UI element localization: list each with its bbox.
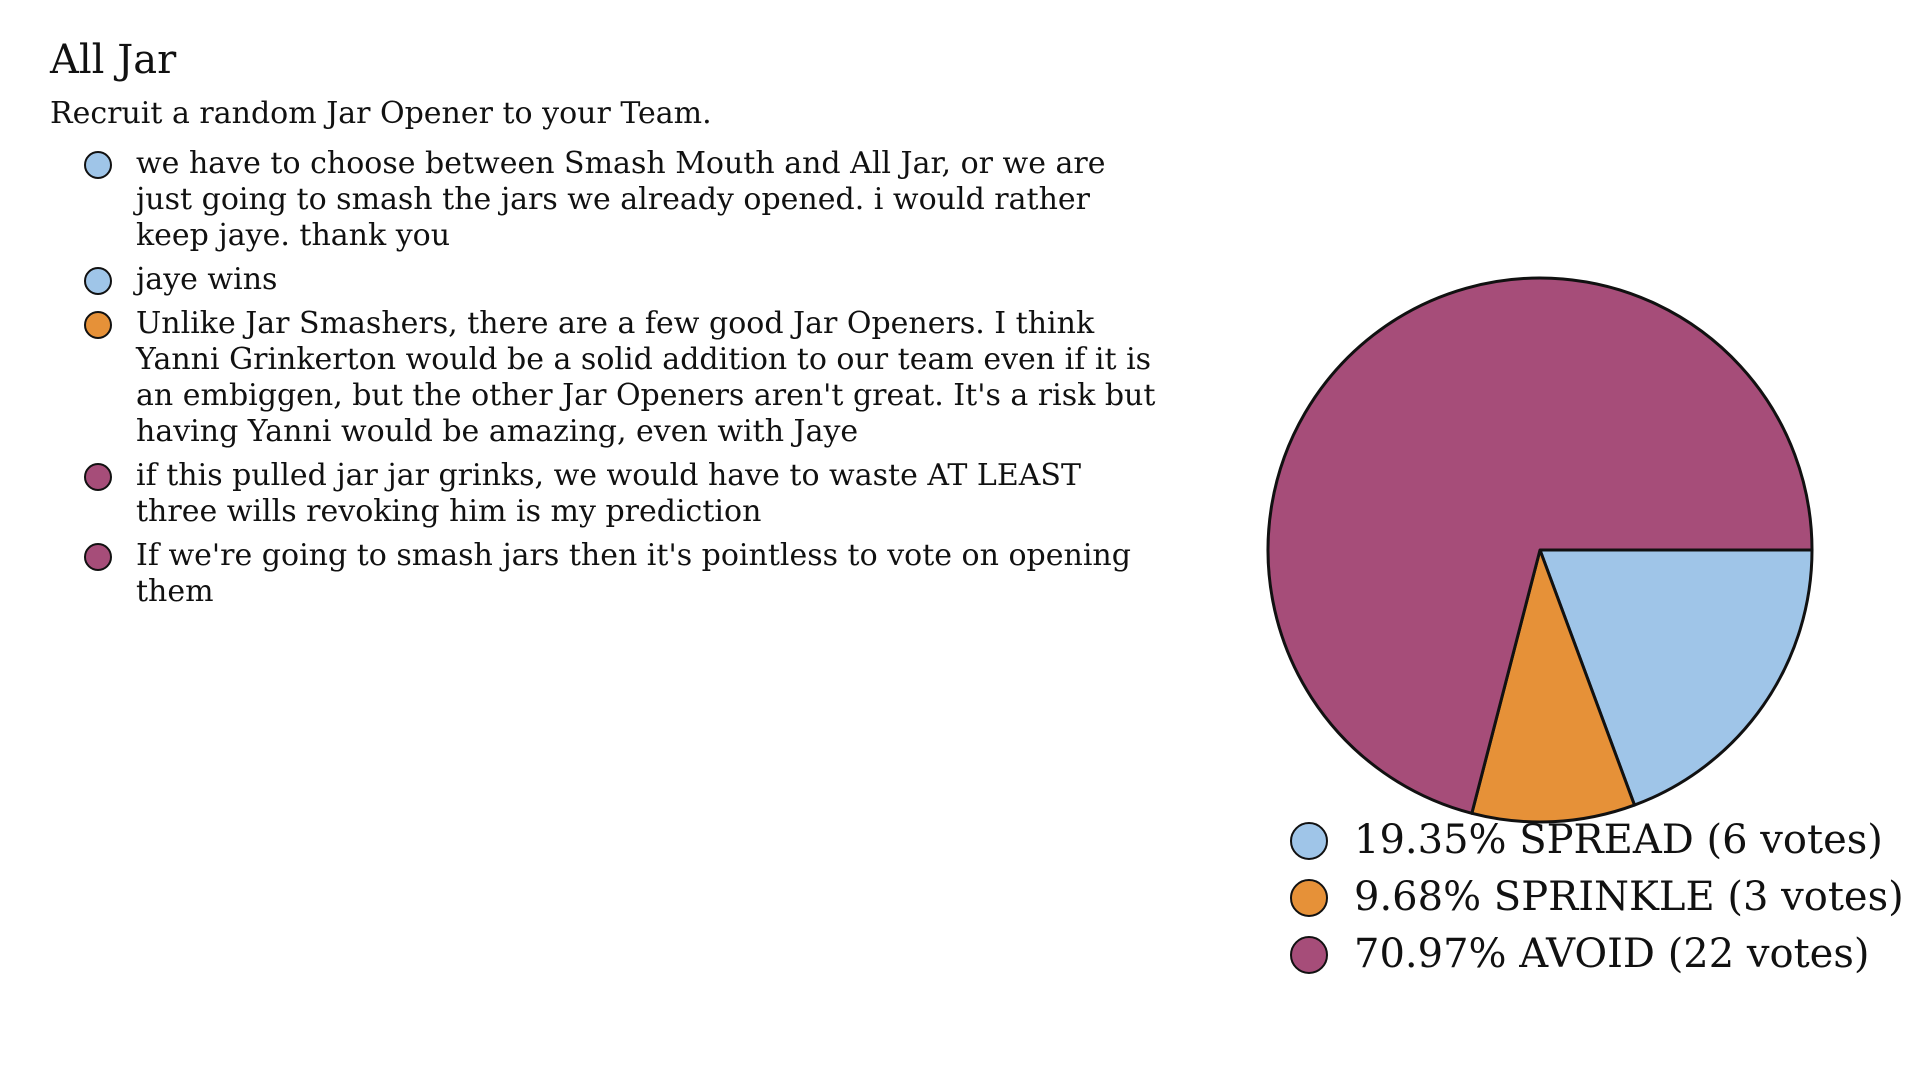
comment-text: If we're going to smash jars then it's p… [136,538,1131,609]
comment-text: if this pulled jar jar grinks, we would … [136,458,1081,529]
pie-slice-spread [1538,548,1814,807]
comment-text: we have to choose between Smash Mouth an… [136,146,1106,253]
vote-color-dot [84,311,112,339]
legend-label: 9.68% SPRINKLE (3 votes) [1354,874,1904,920]
legend-label: 70.97% AVOID (22 votes) [1354,931,1870,977]
legend-swatch [1290,878,1328,917]
pie-chart [1266,276,1814,824]
comment-item: we have to choose between Smash Mouth an… [84,146,1164,254]
legend-swatch [1290,935,1328,974]
vote-color-dot [84,543,112,571]
comment-item: If we're going to smash jars then it's p… [84,538,1164,610]
comment-text: Unlike Jar Smashers, there are a few goo… [136,306,1156,449]
poll-title: All Jar [50,37,177,83]
comment-list: we have to choose between Smash Mouth an… [84,146,1164,618]
poll-subtitle: Recruit a random Jar Opener to your Team… [50,96,712,131]
comment-item: if this pulled jar jar grinks, we would … [84,458,1164,530]
pie-slice-sprinkle [1470,548,1636,824]
vote-color-dot [84,463,112,491]
comment-item: jaye wins [84,262,1164,298]
chart-legend: 19.35% SPREAD (6 votes) 9.68% SPRINKLE (… [1290,812,1904,983]
comment-item: Unlike Jar Smashers, there are a few goo… [84,306,1164,450]
legend-item-avoid: 70.97% AVOID (22 votes) [1290,926,1904,983]
vote-color-dot [84,151,112,179]
legend-item-spread: 19.35% SPREAD (6 votes) [1290,812,1904,869]
comment-text: jaye wins [136,262,278,297]
pie-slice-avoid [1266,276,1814,815]
legend-label: 19.35% SPREAD (6 votes) [1354,817,1883,863]
legend-item-sprinkle: 9.68% SPRINKLE (3 votes) [1290,869,1904,926]
vote-color-dot [84,267,112,295]
legend-swatch [1290,821,1328,860]
